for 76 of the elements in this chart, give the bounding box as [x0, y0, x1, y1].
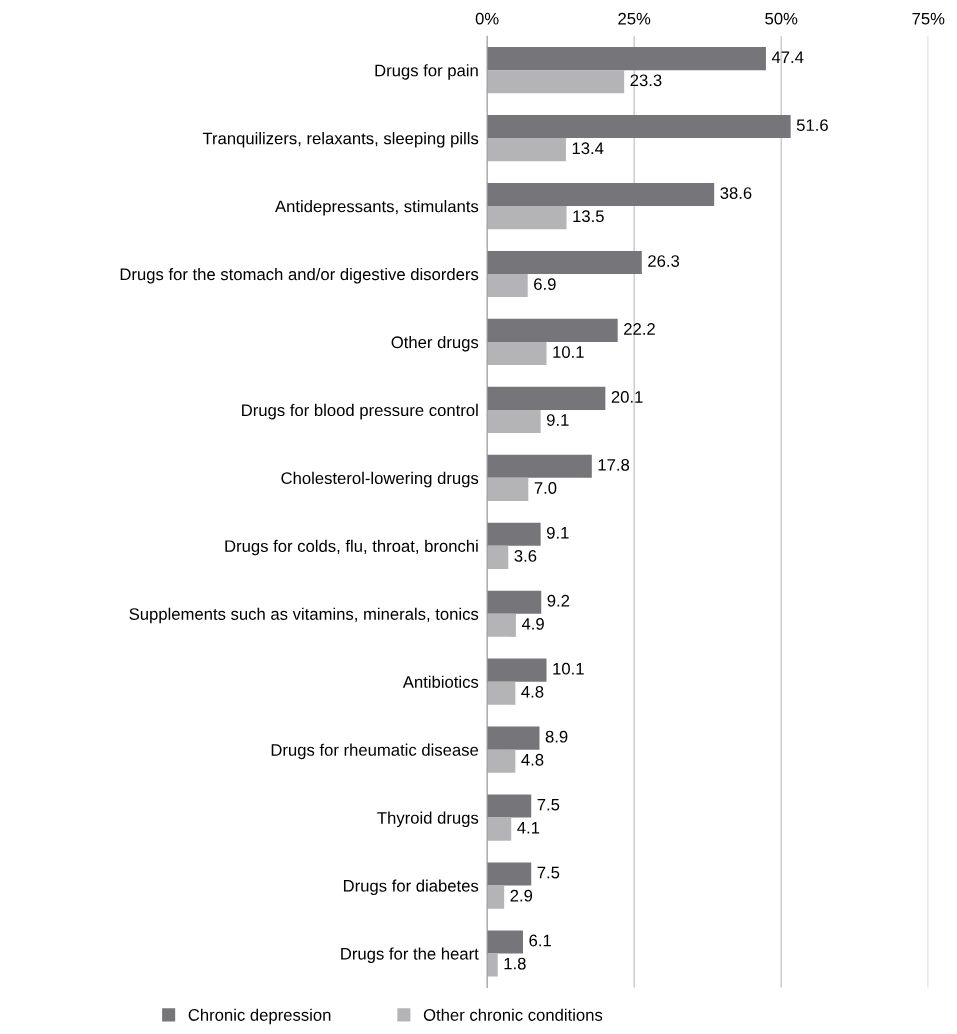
data-label: 9.1	[546, 526, 569, 539]
y-tick-label: Antidepressants, stimulants	[275, 200, 479, 216]
y-tick-label: Drugs for colds, flu, throat, bronchi	[225, 539, 478, 556]
x-tick-label: 75%	[912, 12, 945, 25]
y-tick-label: Tranquilizers, relaxants, sleeping pills	[202, 132, 479, 148]
data-label: 9.1	[546, 414, 569, 426]
data-label: 7.5	[537, 798, 560, 811]
y-tick-label: Antibiotics	[402, 675, 479, 688]
bar	[487, 115, 791, 139]
data-label: 51.6	[796, 119, 828, 132]
bar	[487, 274, 528, 298]
bar	[487, 386, 606, 410]
data-label: 7.0	[534, 482, 557, 494]
bar	[487, 70, 625, 94]
data-label: 8.9	[545, 730, 568, 743]
bar	[487, 726, 540, 750]
data-label: 4.1	[517, 821, 540, 834]
bar	[487, 590, 542, 614]
data-label: 1.8	[504, 957, 526, 970]
bar	[487, 318, 618, 342]
y-tick-label: Thyroid drugs	[377, 811, 479, 828]
data-label: 47.4	[771, 51, 804, 63]
y-tick-label: Drugs for blood pressure control	[242, 403, 478, 420]
data-label: 22.2	[624, 323, 655, 335]
data-label: 38.6	[720, 187, 752, 199]
bar	[487, 206, 567, 230]
bar	[487, 454, 592, 478]
legend-label: Other chronic conditions	[423, 1008, 603, 1021]
data-label: 13.5	[573, 210, 604, 223]
y-tick-label: Drugs for diabetes	[343, 879, 479, 896]
data-label: 4.8	[521, 685, 544, 698]
bar	[487, 953, 498, 977]
y-tick-label: Drugs for pain	[375, 64, 478, 80]
bar	[487, 545, 509, 569]
data-label: 2.9	[510, 889, 533, 902]
bar	[487, 749, 516, 773]
y-tick-label: Other drugs	[391, 335, 479, 352]
data-label: 4.9	[521, 617, 544, 630]
bar	[487, 613, 516, 637]
bar	[487, 522, 541, 546]
bar	[487, 250, 642, 275]
bar	[487, 138, 566, 162]
data-label: 17.8	[598, 458, 630, 471]
y-tick-label: Cholesterol-lowering drugs	[281, 471, 479, 488]
bar	[487, 885, 505, 909]
y-tick-label: Supplements such as vitamins, minerals, tonics	[129, 607, 479, 624]
data-label: 6.1	[529, 934, 551, 947]
x-tick-label: 0%	[475, 12, 499, 25]
data-label: 10.1	[553, 662, 584, 675]
bar	[487, 477, 529, 501]
bar	[487, 409, 541, 434]
y-tick-label: Drugs for the heart	[341, 947, 479, 963]
bar	[487, 794, 532, 818]
bar	[487, 930, 523, 954]
data-label: 13.4	[572, 142, 604, 155]
bar	[487, 862, 532, 886]
data-label: 7.5	[537, 866, 560, 879]
bar	[487, 658, 547, 682]
data-label: 20.1	[611, 391, 643, 403]
data-label: 3.6	[514, 550, 537, 562]
data-label: 6.9	[534, 278, 556, 291]
data-label: 23.3	[630, 74, 662, 87]
bar	[487, 817, 512, 841]
legend-label: Chronic depression	[188, 1008, 331, 1025]
bar	[487, 47, 766, 71]
bar	[487, 681, 516, 705]
data-label: 9.2	[547, 594, 570, 607]
y-tick-label: Drugs for the stomach and/or digestive disorders	[120, 267, 479, 284]
x-tick-label: 25%	[618, 12, 651, 25]
data-label: 10.1	[553, 346, 584, 358]
x-tick-label: 50%	[765, 12, 798, 25]
data-label: 4.8	[521, 753, 544, 766]
y-tick-label: Drugs for rheumatic disease	[271, 743, 479, 760]
bar	[487, 182, 715, 207]
data-label: 26.3	[648, 255, 680, 267]
bar	[487, 341, 547, 366]
